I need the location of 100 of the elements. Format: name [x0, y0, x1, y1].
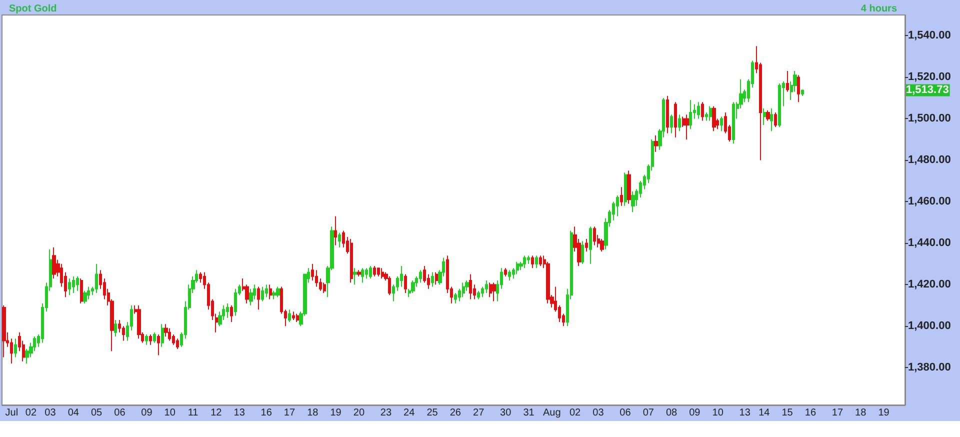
candlestick: [477, 290, 480, 300]
candlestick: [419, 270, 422, 284]
x-tick-label: 10: [164, 408, 176, 418]
x-tick-label: 11: [188, 408, 199, 418]
candlestick: [161, 324, 164, 348]
x-tick-label: 26: [450, 408, 462, 418]
candlestick: [80, 278, 83, 304]
candlestick: [620, 186, 623, 206]
x-tick-label: 06: [114, 408, 126, 418]
candlestick: [678, 114, 681, 132]
candlestick: [137, 304, 141, 340]
candlestick: [531, 255, 534, 269]
candlestick: [261, 286, 264, 302]
candlestick: [365, 268, 368, 279]
candlestick: [338, 232, 341, 248]
candlestick: [87, 286, 90, 300]
candlestick: [523, 255, 526, 269]
y-tick-label: 1,440.00: [908, 237, 951, 250]
x-tick-label: 13: [739, 408, 751, 418]
text: 1,513.73: [906, 84, 949, 96]
candlestick: [357, 270, 361, 277]
candlestick: [539, 255, 542, 267]
candlestick: [516, 261, 519, 275]
candlestick: [581, 240, 584, 264]
x-tick-label: 06: [620, 408, 632, 418]
candlestick: [763, 108, 766, 126]
x-tick-label: 13: [234, 408, 246, 418]
x-tick-label: 16: [804, 408, 816, 418]
candlestick: [774, 112, 777, 128]
candlestick: [666, 95, 669, 134]
x-tick-label: 24: [404, 408, 416, 418]
candlestick: [114, 319, 117, 338]
candlestick: [68, 278, 71, 296]
candlestick: [269, 284, 272, 300]
x-tick-label: 30: [500, 408, 512, 418]
x-tick-label: 16: [260, 408, 272, 418]
candlestick: [168, 328, 171, 342]
x-tick-label: 19: [878, 408, 890, 418]
candlestick: [770, 108, 773, 132]
x-tick-label: 20: [353, 408, 365, 418]
candlestick: [616, 194, 619, 217]
candlestick: [654, 134, 658, 152]
candlestick: [353, 268, 357, 286]
candlestick: [593, 226, 596, 246]
x-tick-label: 02: [569, 408, 582, 418]
chart-subtitle: 4 hours: [860, 4, 898, 14]
x-tick-label: 17: [284, 408, 296, 418]
candlestick: [485, 280, 488, 294]
candlestick: [435, 272, 438, 286]
x-tick-label: Jul: [5, 408, 18, 418]
candlestick: [504, 268, 507, 277]
candlestick: [72, 276, 75, 294]
x-tick-label: 31: [523, 408, 535, 418]
y-tick-label: 1,380.00: [908, 362, 951, 374]
candlestick: [411, 280, 415, 294]
candlestick: [388, 276, 391, 296]
candlestick: [76, 276, 79, 292]
x-tick-label: 09: [689, 408, 701, 418]
x-tick-label: 19: [330, 408, 342, 418]
candlestick: [149, 334, 152, 346]
candlestick: [701, 102, 704, 122]
candlestick: [720, 116, 723, 132]
candlestick: [249, 288, 253, 306]
y-tick-label: 1,540.00: [908, 30, 951, 42]
x-tick-label: 07: [642, 408, 654, 418]
candlestick: [361, 268, 364, 284]
x-tick-label: 18: [307, 408, 319, 418]
y-tick-label: 1,520.00: [908, 71, 951, 84]
candlestick: [600, 238, 604, 252]
candlestick: [157, 334, 160, 356]
x-tick-label: 27: [473, 408, 485, 418]
candlestick: [145, 334, 148, 346]
candlestick: [469, 274, 472, 300]
candlestick: [257, 286, 260, 310]
y-tick-label: 1,500.00: [908, 112, 951, 125]
y-tick-label: 1,400.00: [908, 320, 951, 332]
candlestick: [377, 268, 380, 277]
candlestick: [732, 102, 735, 144]
x-tick-label: 02: [25, 408, 37, 418]
candlestick: [527, 255, 530, 264]
candlestick: [454, 292, 457, 304]
candlestick: [369, 266, 372, 279]
candlestick: [153, 332, 156, 344]
x-tick-label: 03: [44, 408, 56, 418]
candlestick: [797, 74, 800, 103]
x-tick-label: 05: [90, 408, 103, 418]
x-tick-label: Aug: [543, 408, 561, 418]
candlestick: [685, 114, 689, 140]
candlestick: [400, 266, 403, 288]
candlestick: [585, 238, 588, 252]
x-tick-label: 04: [68, 408, 80, 418]
candlestick: [373, 266, 376, 277]
candlestick: [674, 102, 677, 138]
candlestick: [234, 288, 237, 316]
x-tick-label: 25: [426, 408, 438, 418]
candlestick: [334, 216, 337, 246]
y-tick-label: 1,460.00: [908, 196, 951, 208]
candlestick: [489, 282, 492, 298]
candlestick: [508, 270, 511, 282]
candlestick: [712, 106, 716, 132]
